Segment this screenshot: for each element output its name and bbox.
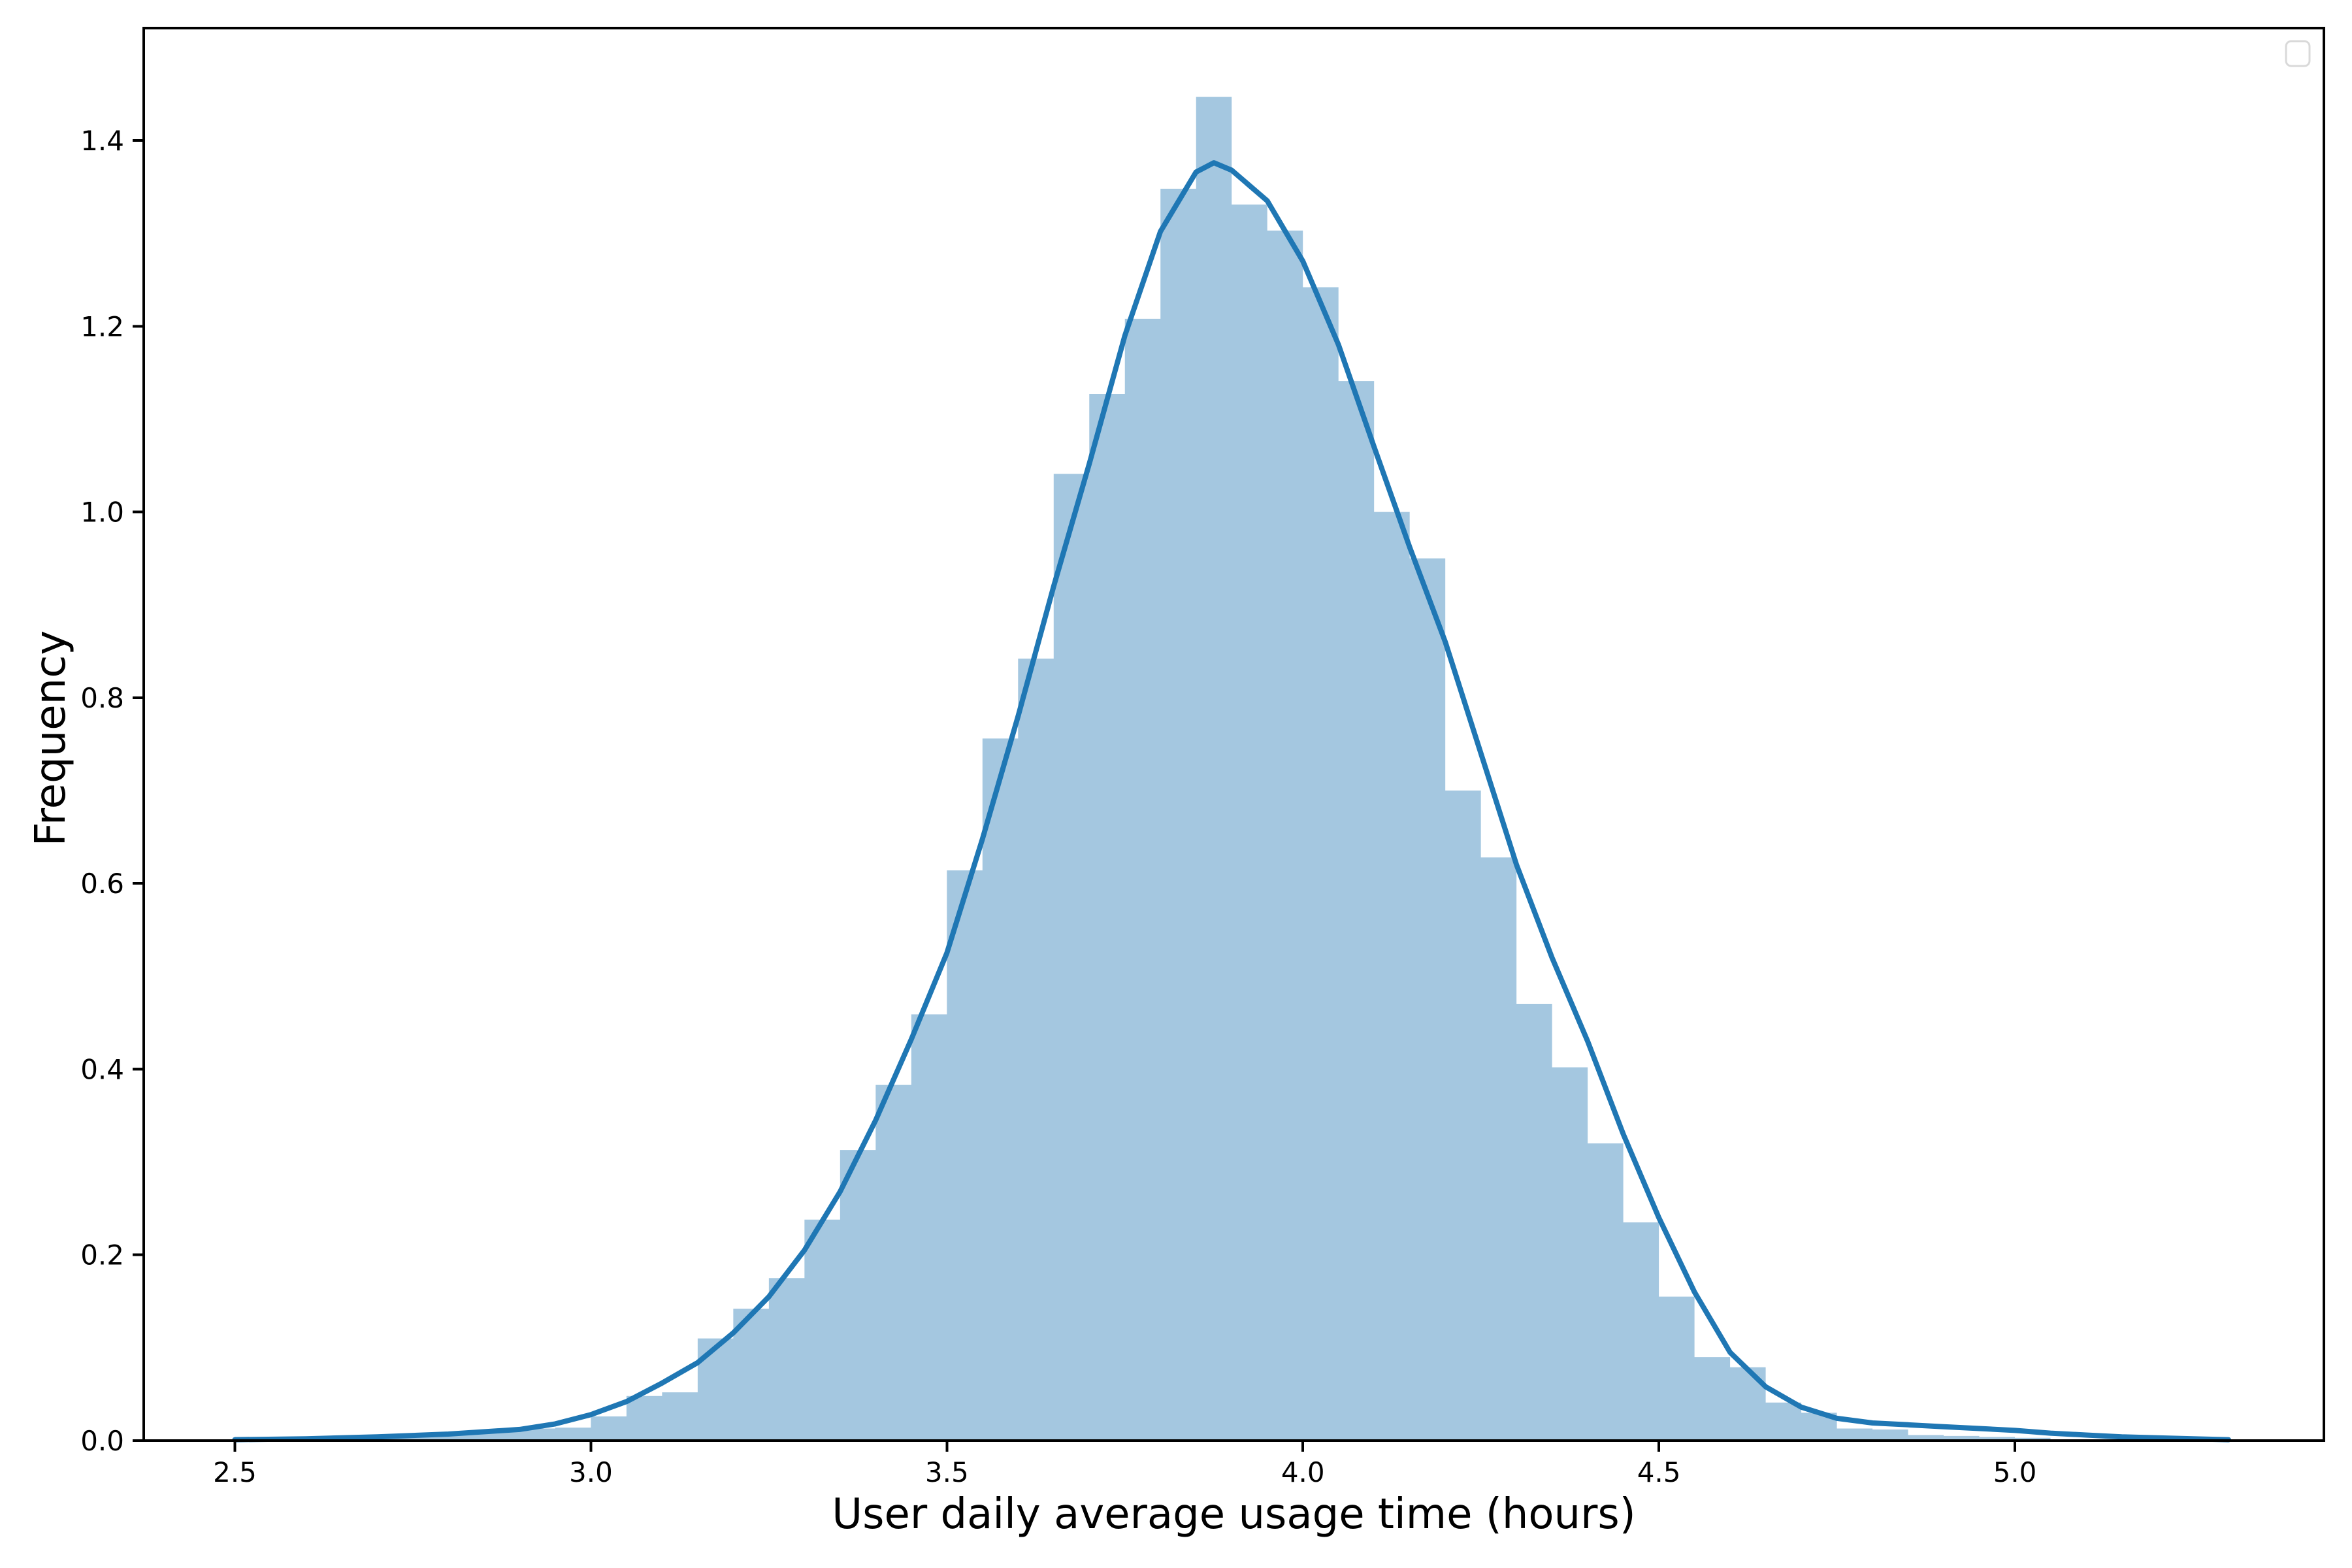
histogram-bars	[235, 97, 2051, 1441]
y-tick-label: 1.2	[80, 310, 124, 342]
x-tick-label: 3.0	[569, 1456, 613, 1488]
axes-border	[142, 27, 2325, 1442]
y-tick-label: 0.2	[80, 1239, 124, 1271]
y-tick-label: 0.8	[80, 682, 124, 714]
x-tick-label: 2.5	[213, 1456, 257, 1488]
y-axis-label: Frequency	[27, 630, 75, 847]
x-tick-label: 5.0	[1993, 1456, 2037, 1488]
y-tick-label: 0.0	[80, 1425, 124, 1457]
y-tick-label: 0.6	[80, 868, 124, 900]
x-tick-label: 3.5	[925, 1456, 969, 1488]
x-axis-label: User daily average usage time (hours)	[832, 1490, 1636, 1539]
y-tick-label: 1.4	[80, 125, 124, 157]
y-tick-label: 1.0	[80, 497, 124, 529]
x-tick-label: 4.5	[1637, 1456, 1681, 1488]
y-tick-label: 0.4	[80, 1053, 124, 1085]
kde-curve	[232, 160, 2231, 1443]
legend-box	[2285, 40, 2311, 67]
x-tick-label: 4.0	[1281, 1456, 1325, 1488]
